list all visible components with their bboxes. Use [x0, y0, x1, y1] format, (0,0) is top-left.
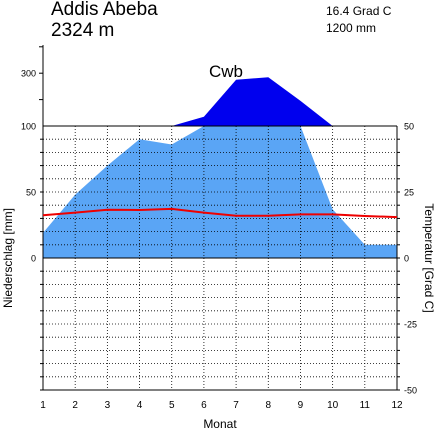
right-tick-label: 25	[404, 188, 414, 198]
x-tick-label: 12	[391, 400, 403, 411]
mean-temperature: 16.4 Grad C	[326, 4, 392, 18]
x-tick-label: 2	[72, 400, 78, 411]
precipitation-area-perhumid	[43, 77, 397, 126]
annual-precipitation: 1200 mm	[326, 21, 377, 35]
x-tick-label: 6	[201, 400, 207, 411]
right-tick-label: -25	[404, 320, 417, 330]
left-tick-label: 0	[31, 254, 36, 264]
right-tick-label: 50	[404, 122, 414, 132]
x-tick-label: 8	[265, 400, 271, 411]
station-elevation: 2324 m	[51, 20, 115, 41]
y-axis-label-right: Temperatur [Grad C]	[422, 203, 436, 312]
x-tick-label: 5	[169, 400, 175, 411]
right-tick-label: 0	[404, 254, 409, 264]
x-tick-label: 7	[233, 400, 239, 411]
chart-title: Cwb	[209, 62, 243, 81]
temperature-line	[42, 207, 398, 219]
x-tick-label: 10	[327, 400, 339, 411]
x-tick-label: 3	[105, 400, 111, 411]
x-axis-label: Monat	[203, 417, 237, 430]
x-tick-label: 1	[40, 400, 46, 411]
x-tick-label: 9	[298, 400, 304, 411]
y-axis-label-left: Niederschlag [mm]	[1, 208, 15, 308]
x-tick-label: 11	[360, 400, 371, 411]
right-tick-label: -50	[404, 386, 417, 396]
left-tick-label: 300	[21, 69, 36, 79]
x-tick-label: 4	[137, 400, 143, 411]
left-tick-label: 50	[26, 188, 36, 198]
left-tick-label: 100	[21, 122, 36, 132]
station-name: Addis Abeba	[51, 0, 158, 20]
